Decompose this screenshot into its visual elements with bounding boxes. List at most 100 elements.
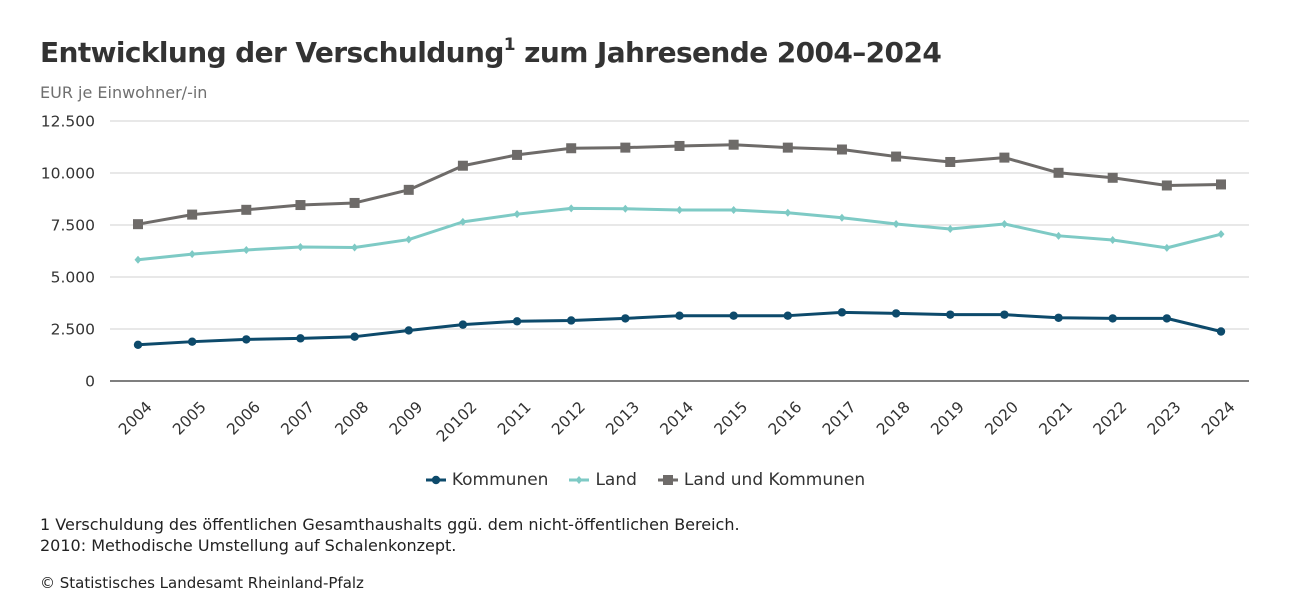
data-point-land-und-kommunen <box>1053 167 1064 178</box>
x-tick-label: 2006 <box>223 398 264 439</box>
legend-swatch-marker <box>575 476 583 484</box>
data-point-land-und-kommunen <box>674 140 685 151</box>
data-point-land <box>242 245 250 254</box>
series-land-und-kommunen <box>133 139 1226 230</box>
data-point-kommunen <box>512 317 522 326</box>
data-point-kommunen <box>729 311 738 320</box>
data-point-kommunen <box>946 310 955 319</box>
data-point-kommunen <box>1162 314 1172 323</box>
x-tick-label: 2023 <box>1144 398 1185 439</box>
data-point-land-und-kommunen <box>1107 172 1118 183</box>
x-tick-label: 2005 <box>169 398 210 439</box>
data-point-land-und-kommunen <box>1216 179 1226 190</box>
data-point-kommunen <box>133 340 143 350</box>
source-credit: © Statistisches Landesamt Rheinland-Pfal… <box>40 574 364 592</box>
legend-item-land[interactable]: Land <box>568 470 637 490</box>
data-point-kommunen <box>675 311 684 320</box>
data-point-land-und-kommunen <box>836 144 847 155</box>
x-tick-label: 2007 <box>278 398 319 439</box>
y-axis-ticks: 0 2.500 5.000 7.500 10.000 12.500 <box>41 113 95 391</box>
data-point-kommunen <box>621 314 630 323</box>
data-point-land <box>1163 243 1171 252</box>
data-point-land-und-kommunen <box>241 204 252 215</box>
x-tick-label: 2004 <box>115 398 156 439</box>
line-chart: 0 2.500 5.000 7.500 10.000 12.500 2004 2005 200… <box>41 113 1249 446</box>
y-tick-label: 10.000 <box>41 165 95 183</box>
data-point-land <box>1109 235 1117 244</box>
data-point-land-und-kommunen <box>566 143 577 154</box>
legend-swatch-circle-icon <box>425 475 446 485</box>
legend-swatch-marker <box>662 475 673 485</box>
data-point-land-und-kommunen <box>512 149 523 160</box>
x-tick-label: 2019 <box>927 398 968 439</box>
data-point-land-und-kommunen <box>891 151 902 162</box>
x-tick-label: 2020 <box>981 398 1022 439</box>
data-point-land-und-kommunen <box>620 142 631 153</box>
data-point-land <box>459 217 467 226</box>
data-point-land <box>513 210 521 219</box>
data-point-land <box>567 204 575 213</box>
data-point-land <box>134 255 142 264</box>
data-point-land-und-kommunen <box>349 197 360 208</box>
data-point-land-und-kommunen <box>999 152 1010 163</box>
data-point-land <box>296 243 304 252</box>
data-point-land <box>188 250 196 259</box>
data-point-land-und-kommunen <box>133 219 143 230</box>
data-point-kommunen <box>242 335 251 344</box>
data-point-land-und-kommunen <box>782 142 793 153</box>
data-point-land <box>1055 231 1063 240</box>
data-point-land <box>405 235 413 244</box>
x-tick-label: 2024 <box>1198 398 1239 439</box>
data-point-land <box>351 243 359 252</box>
data-point-kommunen <box>1000 310 1009 319</box>
x-tick-label: 2014 <box>657 398 698 439</box>
chart-title-main: Entwicklung der Verschuldung <box>40 36 504 69</box>
footnote-2: 2010: Methodische Umstellung auf Schalen… <box>40 536 457 555</box>
data-point-land <box>946 224 954 233</box>
x-tick-label: 2013 <box>602 398 643 439</box>
data-point-kommunen <box>891 309 901 318</box>
x-tick-label: 2021 <box>1036 398 1077 439</box>
data-point-land <box>621 204 629 213</box>
x-tick-label: 2022 <box>1090 398 1131 439</box>
y-tick-label: 7.500 <box>51 217 95 235</box>
series-land <box>134 204 1225 264</box>
title-footnote-marker: 1 <box>503 34 516 55</box>
data-point-kommunen <box>350 332 359 341</box>
y-tick-label: 12.500 <box>41 113 95 131</box>
legend-item-kommunen[interactable]: Kommunen <box>425 470 548 490</box>
x-tick-label: 20102 <box>433 398 481 446</box>
chart-title-suffix: zum Jahresende 2004–2024 <box>515 36 942 69</box>
legend: Kommunen Land Land und Kommunen <box>0 470 1290 491</box>
series-layer <box>133 139 1226 350</box>
data-point-kommunen <box>1216 327 1226 336</box>
data-point-kommunen <box>837 308 847 317</box>
gridlines <box>110 120 1249 382</box>
legend-swatch-diamond-icon <box>569 476 590 484</box>
x-tick-label: 2011 <box>494 398 535 439</box>
data-point-kommunen <box>1054 313 1063 322</box>
chart-subtitle: EUR je Einwohner/-in <box>40 83 208 102</box>
legend-label: Land und Kommunen <box>683 470 866 490</box>
x-tick-label: 2008 <box>332 398 373 439</box>
data-point-kommunen <box>404 326 413 335</box>
y-tick-label: 2.500 <box>51 321 95 339</box>
data-point-land-und-kommunen <box>295 200 306 211</box>
x-tick-label: 2017 <box>819 398 860 439</box>
y-tick-label: 5.000 <box>51 269 95 287</box>
y-tick-label: 0 <box>85 373 95 391</box>
data-point-kommunen <box>187 337 197 346</box>
data-point-kommunen <box>296 334 305 343</box>
legend-item-land-und-kommunen[interactable]: Land und Kommunen <box>657 470 865 490</box>
series-kommunen <box>133 308 1226 350</box>
data-point-land <box>1000 219 1008 228</box>
data-point-land-und-kommunen <box>728 139 739 150</box>
x-tick-label: 2016 <box>765 398 806 439</box>
data-point-land-und-kommunen <box>457 160 468 171</box>
x-axis-ticks: 2004 2005 2006 2007 2008 2009 20102 2011 2012 201… <box>115 398 1239 446</box>
data-point-land <box>730 206 738 215</box>
data-point-land <box>676 206 683 215</box>
x-tick-label: 2018 <box>873 398 914 439</box>
legend-swatch-square-icon <box>657 475 678 485</box>
legend-label: Land <box>595 470 637 490</box>
